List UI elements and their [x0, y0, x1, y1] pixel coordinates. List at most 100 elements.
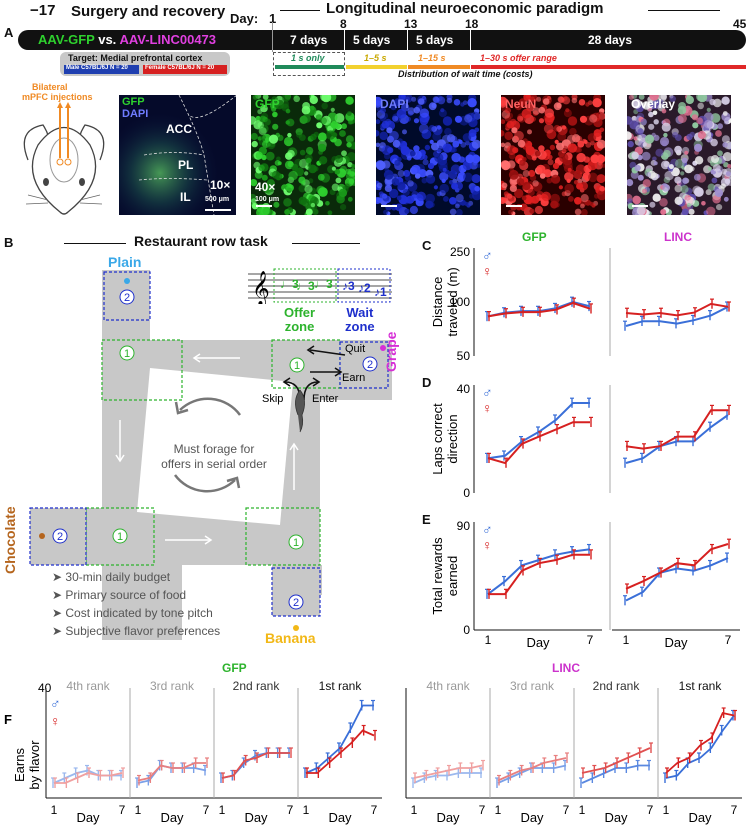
zone-2-chocolate: 2	[57, 531, 63, 543]
female-symbol: ♀	[482, 400, 493, 416]
injection-label-2: mPFC injections	[22, 92, 93, 102]
cell-speckle	[298, 184, 307, 193]
img4-label: NeuN	[505, 97, 537, 111]
panel-letter-b: B	[4, 235, 14, 250]
b-rule-left	[64, 243, 126, 244]
cell-speckle	[417, 98, 425, 105]
grape-dot	[380, 345, 386, 351]
cell-speckle	[315, 114, 322, 121]
cell-speckle	[317, 173, 325, 181]
cell-speckle	[266, 179, 275, 188]
cell-speckle	[376, 182, 383, 189]
cell-speckle	[376, 160, 385, 169]
cell-speckle	[455, 209, 463, 215]
scale-500: 500 μm	[205, 196, 230, 203]
cell-speckle	[561, 191, 567, 197]
cell-speckle	[301, 114, 311, 123]
cell-speckle	[409, 205, 418, 215]
cell-speckle	[285, 108, 291, 114]
cell-speckle	[384, 184, 392, 192]
xtick-1: 1	[495, 803, 502, 817]
banana-label: Banana	[265, 630, 316, 646]
cell-speckle	[293, 95, 300, 103]
cell-speckle	[505, 107, 511, 114]
cell-speckle	[567, 167, 572, 172]
cell-speckle	[557, 132, 567, 141]
cell-speckle	[255, 115, 261, 122]
cell-speckle	[376, 119, 381, 125]
cell-speckle	[403, 169, 411, 177]
ylabel-line1: Distance	[430, 277, 445, 328]
cell-speckle	[684, 150, 689, 155]
cell-speckle	[270, 172, 275, 177]
cell-speckle	[636, 206, 646, 215]
xtick-7: 7	[119, 803, 126, 817]
cell-speckle	[305, 157, 312, 164]
cell-speckle	[516, 178, 525, 186]
cell-speckle	[511, 127, 518, 134]
cell-speckle	[419, 108, 429, 118]
cell-speckle	[308, 164, 317, 174]
xtick-1: 1	[579, 803, 586, 817]
cell-speckle	[539, 173, 546, 179]
cell-speckle	[338, 188, 348, 198]
cell-speckle	[276, 156, 281, 162]
cell-speckle	[402, 129, 407, 135]
cell-speckle	[601, 163, 605, 168]
cell-speckle	[251, 179, 258, 187]
cell-speckle	[439, 171, 449, 182]
cell-speckle	[704, 119, 713, 129]
male-symbol: ♂	[482, 521, 493, 537]
ylabel-line2: by flavor	[27, 740, 42, 790]
task-notes: ➤ 30-min daily budget ➤ Primary source o…	[52, 568, 220, 640]
ylabel-line2: earned	[445, 556, 460, 596]
rank-title: 4th rank	[66, 679, 110, 693]
cell-speckle	[255, 151, 263, 160]
cell-speckle	[344, 183, 350, 189]
series-line-female	[306, 729, 375, 774]
male-cohort-box	[64, 65, 139, 74]
xlabel-day: Day	[664, 635, 688, 650]
cell-speckle	[567, 116, 578, 126]
cell-speckle	[318, 143, 327, 152]
cell-speckle	[514, 130, 524, 141]
cell-speckle	[661, 122, 671, 132]
cell-speckle	[590, 140, 595, 146]
img1-dapi-label: DAPI	[122, 108, 149, 120]
cell-speckle	[578, 99, 586, 106]
female-cohort-box	[143, 65, 227, 74]
xtick-1: 1	[51, 803, 58, 817]
cell-speckle	[659, 136, 670, 147]
series-line-male	[487, 548, 591, 595]
cell-speckle	[474, 185, 480, 192]
cell-speckle	[631, 115, 637, 122]
cell-speckle	[392, 115, 399, 122]
cell-speckle	[286, 184, 294, 192]
day-neg17: −17	[30, 2, 56, 19]
img1-gfp-label: GFP	[122, 96, 145, 108]
longitudinal-title: Longitudinal neuroeconomic paradigm	[326, 0, 604, 17]
micrograph-neun	[501, 95, 605, 215]
cell-speckle	[446, 97, 453, 104]
cell-speckle	[710, 138, 718, 147]
cell-speckle	[299, 149, 306, 156]
series-line-female	[488, 553, 590, 596]
cell-speckle	[464, 114, 473, 123]
xtick-1: 1	[303, 803, 310, 817]
cell-speckle	[631, 98, 642, 109]
xtick-1: 1	[485, 633, 492, 647]
series-line-female	[221, 752, 290, 779]
series-line-female	[625, 409, 728, 450]
cell-speckle	[341, 123, 347, 130]
svg-text:♩3: ♩3	[296, 279, 315, 293]
cell-speckle	[413, 145, 420, 152]
cell-speckle	[407, 180, 414, 187]
cell-speckle	[422, 159, 429, 166]
timeline-bar	[18, 30, 746, 50]
f-ylabel: Earns by flavor	[12, 740, 42, 790]
cell-speckle	[340, 204, 347, 211]
cell-speckle	[287, 161, 294, 168]
cell-speckle	[720, 183, 726, 189]
cell-speckle	[701, 201, 706, 206]
cell-speckle	[326, 130, 336, 140]
